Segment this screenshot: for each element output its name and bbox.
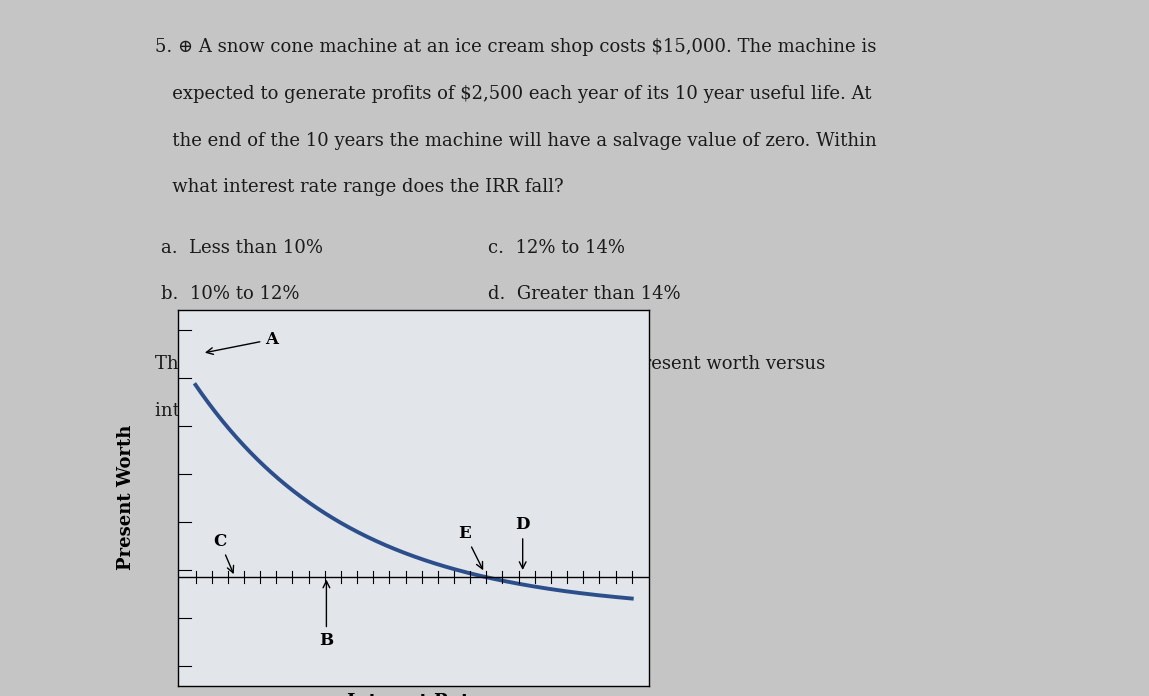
Text: The next two questions are based on the following “present worth versus: The next two questions are based on the … — [155, 356, 825, 373]
Text: interest rate” graph for a well-behaved investment.: interest rate” graph for a well-behaved … — [155, 402, 626, 420]
Text: b.  10% to 12%: b. 10% to 12% — [161, 285, 300, 303]
Text: d.  Greater than 14%: d. Greater than 14% — [488, 285, 681, 303]
Text: A: A — [207, 331, 278, 354]
Text: Present Worth: Present Worth — [117, 425, 136, 570]
Text: E: E — [458, 525, 483, 569]
Text: expected to generate profits of $2,500 each year of its 10 year useful life. At: expected to generate profits of $2,500 e… — [155, 85, 872, 103]
Text: D: D — [516, 516, 530, 569]
Text: what interest rate range does the IRR fall?: what interest rate range does the IRR fa… — [155, 178, 564, 196]
Text: a.  Less than 10%: a. Less than 10% — [161, 239, 323, 257]
X-axis label: Interest Rate: Interest Rate — [347, 693, 480, 696]
Text: B: B — [319, 581, 333, 649]
Text: c.  12% to 14%: c. 12% to 14% — [488, 239, 625, 257]
Text: C: C — [213, 532, 233, 573]
Text: the end of the 10 years the machine will have a salvage value of zero. Within: the end of the 10 years the machine will… — [155, 132, 877, 150]
Text: 5. ⊕ A snow cone machine at an ice cream shop costs $15,000. The machine is: 5. ⊕ A snow cone machine at an ice cream… — [155, 38, 877, 56]
